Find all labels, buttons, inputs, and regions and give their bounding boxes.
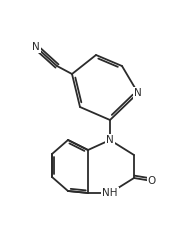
Text: N: N xyxy=(32,42,40,52)
Text: N: N xyxy=(134,88,142,98)
Text: NH: NH xyxy=(102,188,118,198)
Text: N: N xyxy=(106,135,114,145)
Text: O: O xyxy=(148,176,156,186)
